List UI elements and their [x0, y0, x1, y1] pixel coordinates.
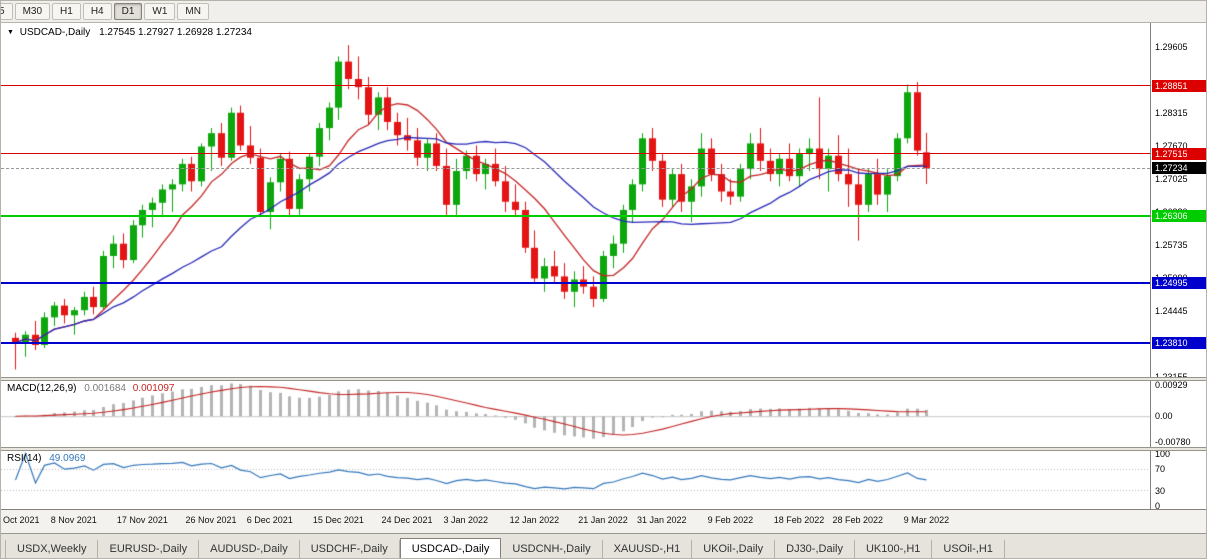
time-axis-label: 15 Dec 2021	[312, 515, 364, 525]
time-axis-label: 24 Dec 2021	[381, 515, 433, 525]
time-axis-label: 17 Nov 2021	[116, 515, 168, 525]
price-tick-label: 1.23155	[1155, 372, 1188, 382]
horizontal-level-line[interactable]	[1, 281, 1150, 284]
tab-usdchf-daily[interactable]: USDCHF-,Daily	[300, 540, 400, 558]
time-axis-label: 26 Nov 2021	[185, 515, 237, 525]
time-axis-label: 9 Mar 2022	[903, 515, 950, 525]
price-axis[interactable]: 1.296051.283151.276701.270251.263801.257…	[1150, 23, 1206, 533]
price-tick-label: 1.27025	[1155, 173, 1188, 184]
price-level-badge: 1.23810	[1152, 337, 1206, 350]
macd-main-value: 0.001684	[84, 383, 126, 394]
rsi-tick-label: 0	[1155, 501, 1161, 512]
chart-title: ▼ USDCAD-,Daily 1.27545 1.27927 1.26928 …	[7, 27, 252, 38]
tab-usoil-h1[interactable]: USOil-,H1	[932, 540, 1005, 558]
time-axis-label: 28 Feb 2022	[832, 515, 884, 525]
rsi-indicator-label: RSI(14) 49.0969	[7, 453, 85, 464]
macd-indicator-label: MACD(12,26,9) 0.001684 0.001097	[7, 383, 174, 394]
timeframe-button-h1[interactable]: H1	[52, 3, 81, 20]
current-price-line	[1, 168, 1150, 170]
chart-window: ▼ USDCAD-,Daily 1.27545 1.27927 1.26928 …	[1, 23, 1206, 533]
tab-uk100-h1[interactable]: UK100-,H1	[855, 540, 933, 558]
price-tick-label: 1.24445	[1155, 305, 1188, 316]
time-axis[interactable]: 29 Oct 2021 8 Nov 2021 17 Nov 2021 26 Nov 2…	[1, 509, 1206, 533]
tab-usdcnh-daily[interactable]: USDCNH-,Daily	[501, 540, 603, 558]
time-axis-label: 3 Jan 2022	[443, 515, 489, 525]
horizontal-level-line[interactable]	[1, 85, 1150, 87]
timeframe-toolbar: 5M30H1H4D1W1MN	[1, 1, 1206, 23]
timeframe-button-d1[interactable]: D1	[113, 3, 143, 20]
timeframe-button-h4[interactable]: H4	[82, 3, 112, 20]
tab-xauusd-h1[interactable]: XAUUSD-,H1	[603, 540, 693, 558]
chart-ohlc-values: 1.27545 1.27927 1.26928 1.27234	[99, 27, 252, 38]
macd-tick-label: 0.00929	[1155, 380, 1188, 391]
rsi-canvas[interactable]	[1, 451, 1150, 509]
time-axis-label: 12 Jan 2022	[509, 515, 560, 525]
candlestick-canvas[interactable]	[1, 23, 1150, 377]
time-axis-label: 9 Feb 2022	[707, 515, 754, 525]
rsi-name: RSI(14)	[7, 453, 42, 464]
rsi-tick-label: 30	[1155, 485, 1166, 496]
horizontal-level-line[interactable]	[1, 214, 1150, 217]
price-level-badge: 1.27515	[1152, 147, 1206, 160]
time-axis-label: 29 Oct 2021	[1, 515, 40, 525]
tab-dj30-daily[interactable]: DJ30-,Daily	[775, 540, 855, 558]
panel-splitter-rsi[interactable]	[1, 447, 1206, 451]
rsi-value: 49.0969	[49, 453, 86, 464]
macd-signal-value: 0.001097	[132, 383, 175, 394]
horizontal-level-line[interactable]	[1, 153, 1150, 155]
time-axis-label: 8 Nov 2021	[50, 515, 97, 525]
time-axis-label: 18 Feb 2022	[773, 515, 825, 525]
tab-usdcad-daily[interactable]: USDCAD-,Daily	[399, 538, 502, 558]
chart-menu-icon[interactable]: ▼	[7, 29, 14, 36]
tab-usdx-weekly[interactable]: USDX,Weekly	[5, 540, 99, 558]
macd-name: MACD(12,26,9)	[7, 383, 77, 394]
time-axis-label: 6 Dec 2021	[246, 515, 293, 525]
price-level-badge: 1.24995	[1152, 276, 1206, 289]
timeframe-button-mn[interactable]: MN	[177, 3, 209, 20]
price-level-badge: 1.28851	[1152, 79, 1206, 92]
tab-eurusd-daily[interactable]: EURUSD-,Daily	[98, 540, 200, 558]
tab-audusd-daily[interactable]: AUDUSD-,Daily	[199, 540, 300, 558]
timeframe-button-w1[interactable]: W1	[144, 3, 176, 20]
price-tick-label: 1.27670	[1155, 140, 1188, 151]
panel-splitter-macd[interactable]	[1, 377, 1206, 381]
time-axis-label: 21 Jan 2022	[578, 515, 628, 525]
chart-symbol-label: USDCAD-,Daily	[19, 27, 91, 38]
price-tick-label: 1.28315	[1155, 107, 1188, 118]
price-tick-label: 1.29605	[1155, 41, 1188, 52]
chart-tab-bar: USDX,Weekly EURUSD-,Daily AUDUSD-,Daily USD…	[1, 533, 1206, 558]
current-price-badge: 1.27234	[1152, 162, 1206, 175]
price-tick-label: 1.25735	[1155, 239, 1188, 250]
timeframe-button-5[interactable]: 5	[1, 3, 13, 20]
rsi-tick-label: 100	[1155, 448, 1171, 459]
price-level-badge: 1.26306	[1152, 209, 1206, 222]
rsi-tick-label: 70	[1155, 464, 1166, 475]
tab-ukoil-daily[interactable]: UKOil-,Daily	[692, 540, 776, 558]
timeframe-button-m30[interactable]: M30	[14, 3, 51, 20]
macd-tick-label: -0.00780	[1155, 437, 1191, 448]
horizontal-level-line[interactable]	[1, 342, 1150, 345]
macd-canvas[interactable]	[1, 381, 1150, 447]
time-axis-label: 31 Jan 2022	[637, 515, 687, 525]
macd-tick-label: 0.00	[1155, 411, 1173, 422]
